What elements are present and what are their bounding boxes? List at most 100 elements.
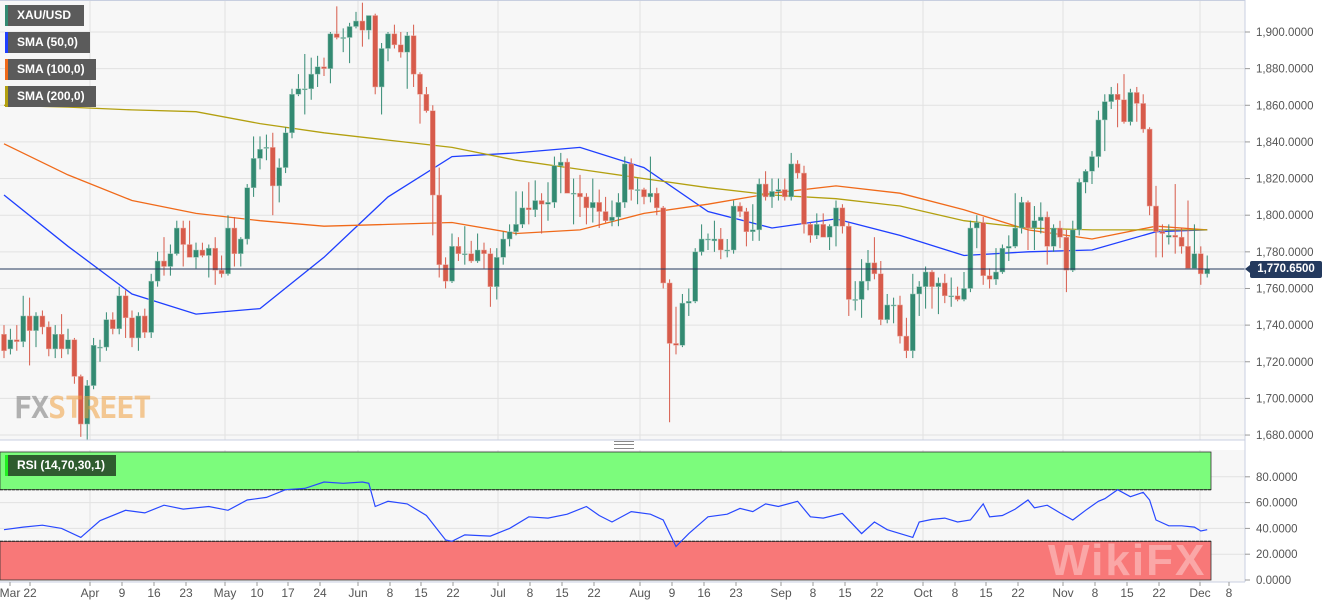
candle-body (1102, 101, 1108, 121)
candle-body (596, 202, 602, 212)
rsi-tick-label: 20.0000 (1256, 549, 1298, 561)
candle-body (865, 262, 871, 282)
candle-body (890, 304, 897, 307)
candle-body (71, 339, 78, 377)
candle-body (948, 295, 954, 298)
legend-sma100[interactable]: SMA (100,0) (5, 59, 96, 80)
candle-body (878, 273, 884, 320)
candle-bearish (526, 182, 532, 225)
price-tick-label: 1,760.0000 (1256, 283, 1314, 295)
candle-body (993, 271, 999, 280)
candle-body (570, 192, 577, 195)
candle-bearish (1172, 184, 1178, 254)
legend-sma200[interactable]: SMA (200,0) (5, 86, 96, 107)
candle-bullish (948, 277, 954, 307)
time-tick-label: 8 (1226, 586, 1233, 600)
time-tick-label: Oct (914, 586, 933, 600)
price-tick-label: 1,880.0000 (1256, 64, 1314, 76)
candle-bearish (71, 337, 78, 384)
candle-bearish (78, 374, 84, 437)
candle-bearish (372, 13, 378, 95)
price-axis: 1,680.0000 1,700.0000 1,720.0000 1,740.0000… (1245, 27, 1314, 442)
time-tick-label: 22 (23, 586, 37, 600)
candle-body (1166, 235, 1172, 238)
candle-bullish (474, 233, 481, 263)
candle-body (711, 238, 718, 242)
candle-bearish (39, 310, 46, 335)
candle-bearish (481, 242, 487, 269)
candle-body (935, 282, 942, 287)
candle-body (436, 194, 442, 265)
candle-bullish (1095, 110, 1102, 168)
candle-bullish (302, 53, 308, 115)
candle-body (135, 315, 142, 339)
candle-body (404, 35, 410, 53)
candle-body (577, 192, 583, 198)
candle-body (129, 317, 135, 339)
candle-body (378, 48, 385, 88)
candle-bearish (903, 317, 910, 359)
candle-bearish (1153, 185, 1159, 258)
candle-body (340, 37, 346, 39)
wikifx-watermark: WikiFX (1048, 536, 1207, 585)
candle-bullish (494, 248, 500, 300)
candle-bearish (359, 2, 366, 47)
candle-bullish (852, 281, 858, 311)
candle-body (826, 225, 833, 238)
candle-bearish (942, 273, 948, 304)
price-tick-label: 1,680.0000 (1256, 430, 1314, 442)
candle-body (321, 66, 327, 69)
legend-label: XAU/USD (17, 8, 72, 22)
candle-bullish (353, 11, 359, 29)
time-tick-label: 22 (1152, 586, 1166, 600)
candle-bullish (558, 152, 564, 194)
candle-body (58, 334, 65, 350)
candle-bullish (314, 55, 321, 87)
candle-bearish (391, 24, 398, 49)
candle-bullish (1018, 196, 1025, 234)
candle-bullish (1070, 220, 1076, 272)
candle-bearish (218, 255, 225, 278)
candle-body (922, 271, 929, 287)
legend-color-sma50 (5, 32, 8, 53)
time-tick-label: 22 (446, 586, 460, 600)
candle-body (737, 205, 743, 212)
candle-bullish (935, 277, 942, 315)
candle-body (705, 238, 711, 241)
candle-bearish (417, 72, 423, 124)
candle-bearish (199, 242, 206, 258)
time-axis: Mar 22 Apr 9 16 23 May 10 17 24 Jun 8 15 22 Jul 8 15 22 Au… (0, 582, 1233, 600)
candle-bullish (103, 312, 110, 351)
candle-bullish (378, 42, 385, 115)
candle-bearish (583, 193, 590, 225)
candle-bullish (327, 32, 334, 84)
candle-bullish (724, 239, 730, 258)
candle-body (206, 247, 212, 256)
candle-body (519, 207, 526, 225)
candle-bearish (270, 132, 276, 216)
pane-resize-handle-icon[interactable] (614, 441, 634, 449)
candle-body (238, 238, 244, 254)
candle-body (334, 33, 340, 38)
candle-body (769, 191, 775, 198)
legend-sma50[interactable]: SMA (50,0) (5, 32, 90, 53)
candle-bullish (922, 266, 929, 309)
candle-body (583, 196, 590, 209)
candle-body (558, 161, 564, 166)
legend-xauusd[interactable]: XAU/USD (5, 5, 84, 26)
candle-bearish (46, 321, 52, 357)
candle-body (116, 295, 122, 330)
candle-bullish (1166, 224, 1172, 245)
candle-body (250, 158, 257, 188)
candle-bearish (1, 325, 7, 359)
candle-bullish (238, 237, 244, 267)
rsi-line (3, 481, 1208, 548)
legend-rsi[interactable]: RSI (14,70,30,1) (5, 455, 116, 476)
candle-bullish (884, 293, 890, 324)
candle-body (698, 238, 705, 253)
candle-body (302, 88, 308, 91)
candle-body (289, 94, 295, 134)
candle-bullish (615, 193, 622, 227)
candle-body (513, 224, 519, 232)
